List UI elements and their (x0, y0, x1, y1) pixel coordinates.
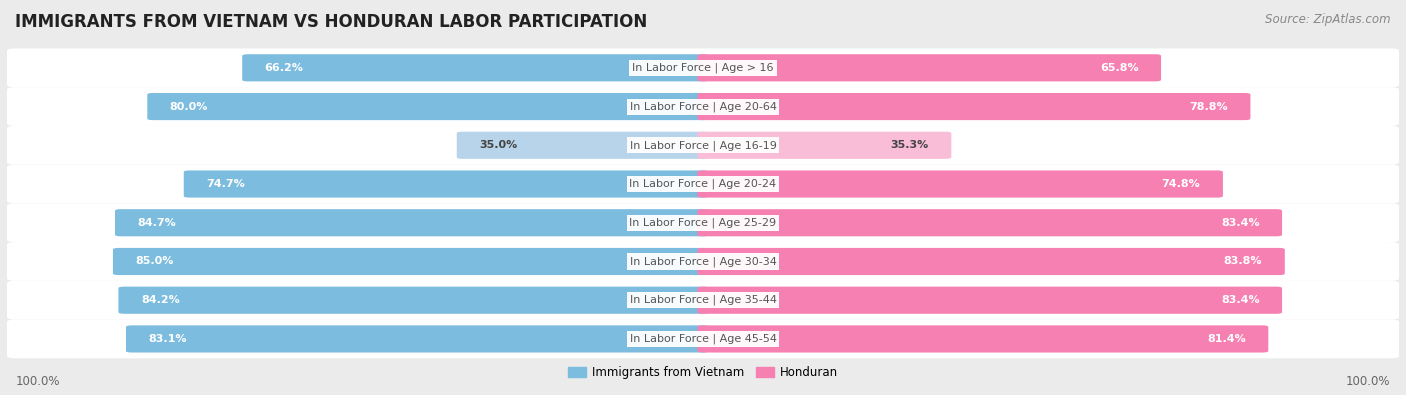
Text: 35.0%: 35.0% (479, 140, 517, 150)
Text: In Labor Force | Age 30-34: In Labor Force | Age 30-34 (630, 256, 776, 267)
FancyBboxPatch shape (118, 287, 709, 314)
FancyBboxPatch shape (184, 170, 709, 198)
Text: Source: ZipAtlas.com: Source: ZipAtlas.com (1265, 13, 1391, 26)
Text: In Labor Force | Age 35-44: In Labor Force | Age 35-44 (630, 295, 776, 305)
Text: IMMIGRANTS FROM VIETNAM VS HONDURAN LABOR PARTICIPATION: IMMIGRANTS FROM VIETNAM VS HONDURAN LABO… (15, 13, 648, 31)
FancyBboxPatch shape (697, 93, 1250, 120)
FancyBboxPatch shape (457, 132, 709, 159)
Text: 85.0%: 85.0% (135, 256, 174, 267)
Text: 100.0%: 100.0% (1346, 375, 1391, 388)
Text: 65.8%: 65.8% (1099, 63, 1139, 73)
FancyBboxPatch shape (7, 49, 1399, 87)
FancyBboxPatch shape (7, 242, 1399, 281)
Text: In Labor Force | Age 45-54: In Labor Force | Age 45-54 (630, 334, 776, 344)
Text: 84.7%: 84.7% (138, 218, 176, 228)
FancyBboxPatch shape (242, 54, 709, 81)
FancyBboxPatch shape (697, 248, 1285, 275)
FancyBboxPatch shape (697, 287, 1282, 314)
FancyBboxPatch shape (7, 281, 1399, 320)
FancyBboxPatch shape (115, 209, 709, 236)
Text: 83.1%: 83.1% (149, 334, 187, 344)
FancyBboxPatch shape (7, 165, 1399, 203)
Text: 78.8%: 78.8% (1189, 102, 1227, 111)
FancyBboxPatch shape (697, 170, 1223, 198)
FancyBboxPatch shape (697, 325, 1268, 352)
Text: In Labor Force | Age 20-24: In Labor Force | Age 20-24 (630, 179, 776, 189)
Text: 100.0%: 100.0% (15, 375, 60, 388)
Text: 83.4%: 83.4% (1220, 295, 1260, 305)
FancyBboxPatch shape (7, 203, 1399, 242)
Text: In Labor Force | Age 16-19: In Labor Force | Age 16-19 (630, 140, 776, 150)
Text: 66.2%: 66.2% (264, 63, 304, 73)
FancyBboxPatch shape (697, 209, 1282, 236)
FancyBboxPatch shape (697, 132, 952, 159)
FancyBboxPatch shape (7, 320, 1399, 358)
FancyBboxPatch shape (7, 87, 1399, 126)
Text: In Labor Force | Age 25-29: In Labor Force | Age 25-29 (630, 218, 776, 228)
Text: In Labor Force | Age > 16: In Labor Force | Age > 16 (633, 62, 773, 73)
Text: 74.8%: 74.8% (1161, 179, 1201, 189)
Text: 74.7%: 74.7% (207, 179, 245, 189)
Text: 81.4%: 81.4% (1208, 334, 1246, 344)
Legend: Immigrants from Vietnam, Honduran: Immigrants from Vietnam, Honduran (564, 361, 842, 384)
Text: In Labor Force | Age 20-64: In Labor Force | Age 20-64 (630, 101, 776, 112)
FancyBboxPatch shape (697, 54, 1161, 81)
FancyBboxPatch shape (7, 126, 1399, 165)
FancyBboxPatch shape (112, 248, 709, 275)
Text: 83.8%: 83.8% (1223, 256, 1263, 267)
FancyBboxPatch shape (148, 93, 709, 120)
Text: 84.2%: 84.2% (141, 295, 180, 305)
FancyBboxPatch shape (127, 325, 709, 352)
Text: 83.4%: 83.4% (1220, 218, 1260, 228)
Text: 80.0%: 80.0% (170, 102, 208, 111)
Text: 35.3%: 35.3% (890, 140, 929, 150)
